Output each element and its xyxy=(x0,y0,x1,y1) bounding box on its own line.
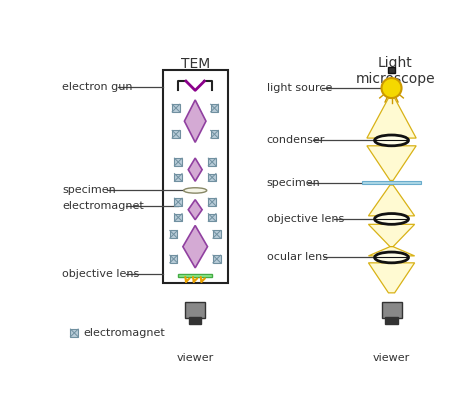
Polygon shape xyxy=(368,263,415,293)
Bar xyxy=(174,198,182,206)
Bar xyxy=(388,67,395,74)
Bar xyxy=(185,302,205,318)
Bar xyxy=(382,302,401,318)
Polygon shape xyxy=(367,98,416,138)
Polygon shape xyxy=(188,200,202,220)
Polygon shape xyxy=(183,226,208,268)
Bar xyxy=(178,274,212,278)
Bar xyxy=(208,198,216,206)
Bar xyxy=(362,181,421,184)
Text: objective lens: objective lens xyxy=(267,214,344,224)
Circle shape xyxy=(382,78,401,98)
Ellipse shape xyxy=(374,135,409,146)
Polygon shape xyxy=(368,185,415,216)
Bar xyxy=(210,104,219,112)
Polygon shape xyxy=(368,224,415,247)
Bar xyxy=(71,329,78,337)
Text: viewer: viewer xyxy=(176,353,214,363)
Text: Light
microscope: Light microscope xyxy=(356,56,435,86)
Text: electron gun: electron gun xyxy=(62,82,132,92)
Bar xyxy=(170,230,177,238)
Ellipse shape xyxy=(374,214,409,224)
Bar xyxy=(163,70,228,283)
Text: specimen: specimen xyxy=(62,186,116,196)
Polygon shape xyxy=(184,100,206,142)
Bar xyxy=(174,158,182,166)
Text: light source: light source xyxy=(267,83,332,93)
Bar xyxy=(213,255,220,263)
Polygon shape xyxy=(188,158,202,181)
Text: specimen: specimen xyxy=(267,178,320,188)
Bar xyxy=(208,174,216,181)
Text: electromagnet: electromagnet xyxy=(62,201,144,211)
Bar xyxy=(172,104,180,112)
Bar xyxy=(210,130,219,138)
Bar xyxy=(174,174,182,181)
Bar xyxy=(208,158,216,166)
Bar xyxy=(208,214,216,221)
Bar xyxy=(174,214,182,221)
Text: electromagnet: electromagnet xyxy=(83,328,165,338)
Bar xyxy=(189,318,201,324)
Polygon shape xyxy=(367,146,416,180)
Text: ocular lens: ocular lens xyxy=(267,252,328,262)
Bar xyxy=(170,255,177,263)
Text: objective lens: objective lens xyxy=(62,269,139,279)
Bar xyxy=(385,318,398,324)
Text: condenser: condenser xyxy=(267,135,325,146)
Ellipse shape xyxy=(374,252,409,263)
Polygon shape xyxy=(368,247,415,256)
Bar xyxy=(172,130,180,138)
Bar xyxy=(213,230,220,238)
Text: viewer: viewer xyxy=(373,353,410,363)
Text: TEM: TEM xyxy=(181,57,210,71)
Ellipse shape xyxy=(183,188,207,193)
